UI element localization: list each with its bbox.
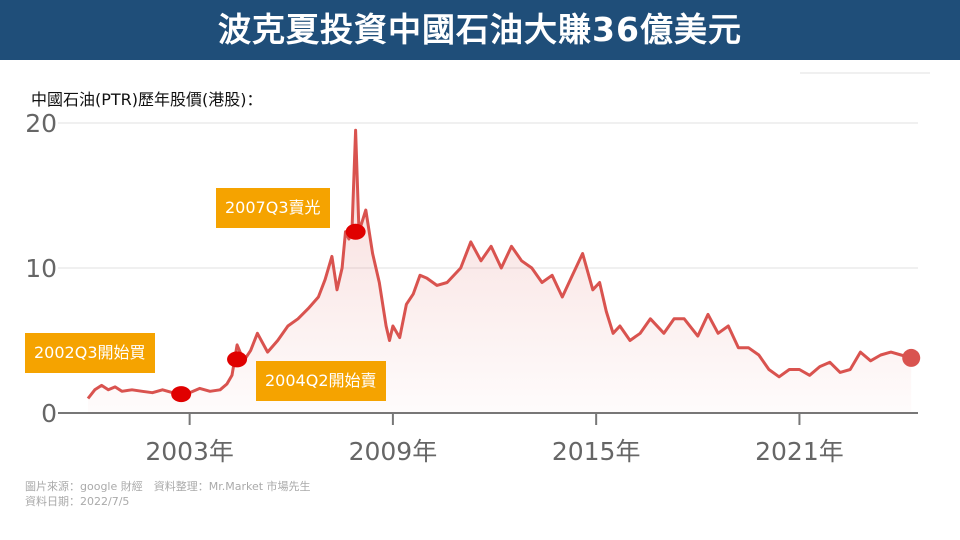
event-marker-0	[171, 386, 192, 403]
price-area	[88, 130, 912, 414]
y-tick-label: 10	[25, 254, 57, 283]
x-tick-label: 2003年	[145, 437, 234, 466]
x-tick-label: 2015年	[552, 437, 641, 466]
x-tick-label: 2009年	[349, 437, 438, 466]
price-line	[86, 128, 912, 400]
series-end-point	[902, 348, 921, 367]
title-bar: 波克夏投資中國石油大賺36億美元	[0, 0, 960, 60]
divider	[800, 72, 930, 74]
footer-date: 資料日期：2022/7/5	[25, 495, 130, 508]
y-axis-ticks: 0 10 20	[25, 109, 57, 428]
y-tick-label: 0	[41, 399, 57, 428]
annotation-2002-buy: 2002Q3開始買	[25, 333, 155, 373]
chart-subtitle: 中國石油(PTR)歷年股價(港股)：	[31, 90, 263, 109]
annotation-2007-sold-out: 2007Q3賣光	[216, 188, 330, 228]
y-tick-label: 20	[25, 109, 57, 138]
annotation-2004-sell: 2004Q2開始賣	[256, 361, 386, 401]
x-axis-ticks: 2003年 2009年 2015年 2021年	[145, 437, 843, 466]
event-marker-1	[227, 351, 248, 368]
event-markers	[171, 223, 921, 403]
event-marker-2	[345, 223, 366, 240]
page-title: 波克夏投資中國石油大賺36億美元	[218, 10, 742, 49]
x-tick-label: 2021年	[755, 437, 844, 466]
footer-source: 圖片來源：google 財經 資料整理：Mr.Market 市場先生	[25, 480, 311, 493]
